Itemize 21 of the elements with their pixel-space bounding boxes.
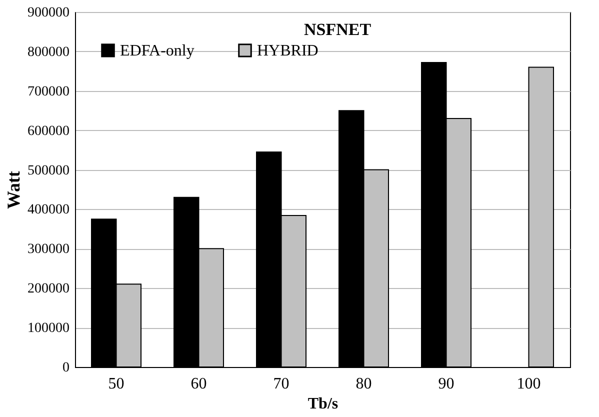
text: NSFNET [304, 20, 372, 39]
x-tick-label: 90 [438, 376, 454, 392]
x-tick-label: 60 [190, 376, 207, 392]
y-tick-label: 0 [62, 360, 70, 376]
legend-label: EDFA-only [120, 42, 194, 60]
x-tick-label: 50 [108, 376, 124, 392]
x-axis-title: Tb/s [308, 396, 338, 412]
y-tick-label: 700000 [28, 84, 70, 100]
y-tick-label: 900000 [28, 6, 70, 20]
y-tick-label: 800000 [28, 44, 70, 60]
y-tick-label: 600000 [28, 124, 70, 139]
y-tick-label: 200000 [28, 282, 70, 297]
x-tick-label: 70 [273, 376, 290, 392]
y-tick-label: 500000 [28, 163, 70, 178]
y-tick-label: 300000 [28, 242, 70, 258]
legend-label: HYBRID [257, 42, 318, 60]
y-axis-title: Watt [4, 171, 24, 209]
x-tick-label: 100 [516, 376, 541, 392]
x-tick-label: 80 [356, 376, 372, 392]
y-tick-label: 100000 [28, 321, 70, 336]
y-tick-label: 400000 [28, 202, 70, 218]
